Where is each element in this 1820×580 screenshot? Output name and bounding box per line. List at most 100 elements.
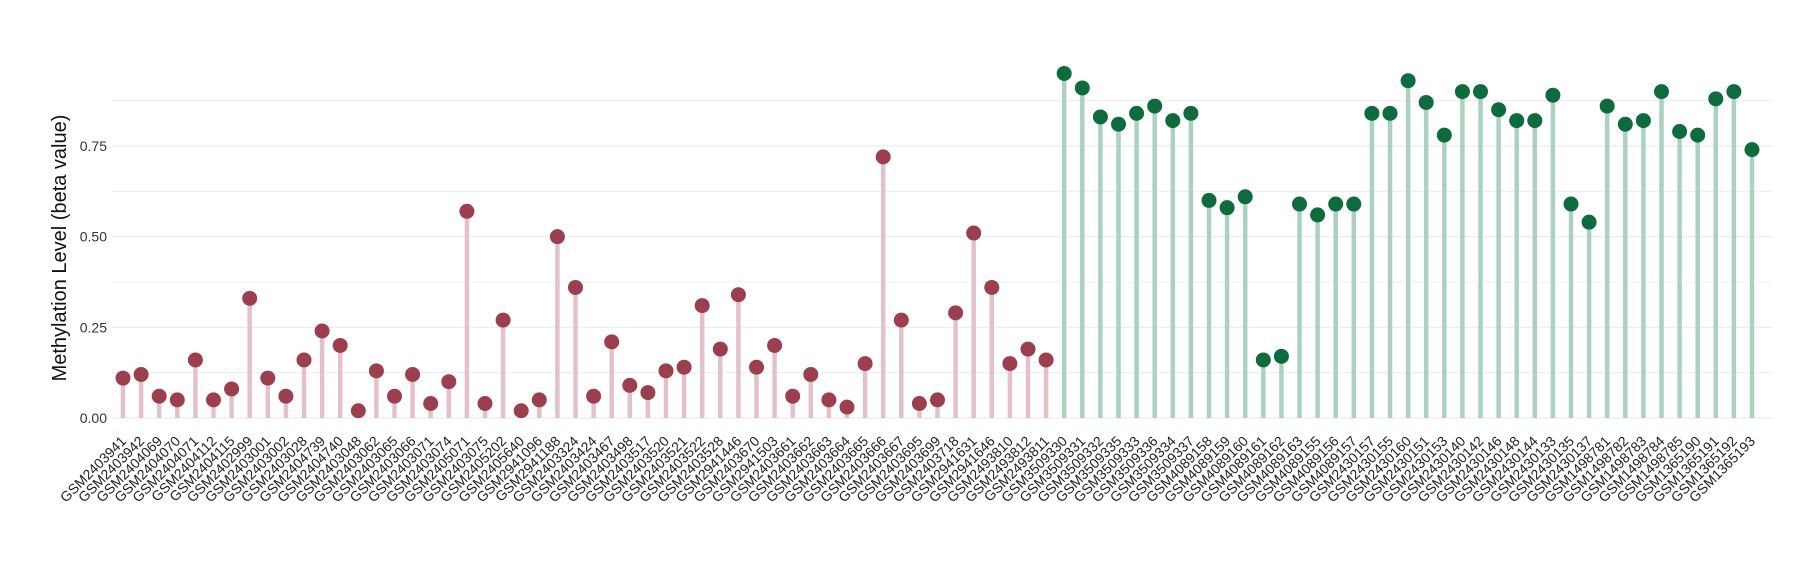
point-GSM2403424 (586, 388, 602, 404)
point-GSM2430148 (1509, 113, 1525, 129)
point-GSM2403028 (296, 352, 312, 368)
point-GSM2430151 (1418, 94, 1434, 110)
point-GSM2403521 (676, 359, 692, 375)
point-GSM2403517 (640, 385, 656, 401)
point-GSM1498785 (1672, 123, 1688, 139)
point-GSM1498781 (1599, 98, 1615, 114)
point-GSM3509335 (1111, 116, 1126, 132)
y-axis-title: Methylation Level (beta value) (49, 115, 71, 382)
chart-stems (120, 73, 1755, 418)
point-GSM2430142 (1473, 84, 1488, 100)
point-GSM2403075 (477, 395, 493, 411)
chart-points (115, 65, 1760, 419)
point-GSM2493810 (1002, 356, 1018, 372)
point-GSM2403467 (604, 334, 620, 350)
point-GSM2405071 (459, 203, 475, 219)
point-GSM2403667 (893, 312, 909, 328)
point-GSM2403522 (694, 298, 710, 314)
point-GSM2403666 (875, 149, 891, 165)
y-tick-label: 0.50 (80, 229, 107, 245)
point-GSM2430135 (1563, 196, 1579, 212)
point-GSM3509334 (1165, 113, 1181, 129)
point-GSM2405202 (495, 312, 511, 328)
point-GSM2404112 (206, 392, 221, 408)
point-GSM1365192 (1726, 84, 1742, 100)
point-GSM4089161 (1255, 352, 1271, 368)
point-GSM2403663 (821, 392, 837, 408)
y-tick-label: 0.75 (80, 138, 107, 154)
point-GSM2430133 (1545, 87, 1561, 103)
point-GSM2403048 (350, 403, 366, 419)
point-GSM4089163 (1292, 196, 1307, 212)
x-axis-labels: GSM2403941GSM2403942GSM2404069GSM2404070… (57, 433, 1759, 506)
point-GSM3509333 (1129, 105, 1145, 121)
point-GSM4089162 (1273, 348, 1289, 364)
point-GSM1498782 (1617, 116, 1633, 132)
point-GSM2403520 (658, 363, 674, 379)
point-GSM2430160 (1400, 73, 1416, 89)
point-GSM2405640 (513, 403, 529, 419)
point-GSM3509332 (1092, 109, 1108, 125)
point-GSM2403699 (930, 392, 945, 408)
point-GSM1365190 (1690, 127, 1706, 143)
y-tick-label: 0.25 (80, 319, 107, 335)
point-GSM3509331 (1074, 80, 1090, 96)
point-GSM2403062 (368, 363, 384, 379)
point-GSM2404115 (224, 381, 240, 397)
point-GSM2493812 (1020, 341, 1036, 357)
point-GSM2493811 (1038, 352, 1054, 368)
point-GSM2403066 (405, 366, 421, 382)
point-GSM2402999 (242, 290, 258, 306)
point-GSM3509337 (1183, 105, 1199, 121)
point-GSM2403498 (622, 377, 638, 393)
point-GSM4089158 (1201, 192, 1217, 208)
grid-lines (112, 100, 1772, 419)
point-GSM1365193 (1744, 142, 1760, 158)
point-GSM2403665 (857, 356, 873, 372)
point-GSM2404070 (169, 392, 185, 408)
point-GSM2430153 (1436, 127, 1452, 143)
point-GSM2403002 (278, 388, 294, 404)
point-GSM1498783 (1635, 113, 1651, 129)
point-GSM2403001 (260, 370, 276, 386)
point-GSM4089156 (1328, 196, 1344, 212)
point-GSM2430137 (1581, 214, 1597, 230)
point-GSM2403324 (568, 279, 583, 295)
point-GSM2404740 (332, 337, 348, 353)
point-GSM4089157 (1346, 196, 1362, 212)
point-GSM2403071 (423, 395, 439, 411)
point-GSM2430144 (1527, 113, 1543, 129)
point-GSM2430146 (1491, 102, 1507, 118)
point-GSM4089159 (1219, 200, 1235, 216)
y-axis: 0.00 0.25 0.50 0.75 (80, 138, 107, 426)
point-GSM2430157 (1364, 105, 1380, 121)
point-GSM3509336 (1147, 98, 1163, 114)
point-GSM4089160 (1237, 189, 1253, 205)
point-GSM2941646 (984, 279, 1000, 295)
point-GSM2403941 (115, 370, 131, 386)
point-GSM3509330 (1056, 65, 1072, 81)
y-tick-label: 0.00 (80, 410, 107, 426)
point-GSM1498784 (1654, 84, 1669, 100)
point-GSM2403695 (911, 395, 927, 411)
point-GSM2430155 (1382, 105, 1398, 121)
point-GSM2404069 (151, 388, 167, 404)
point-GSM2403942 (133, 366, 149, 382)
point-GSM2403074 (441, 374, 457, 390)
point-GSM2941503 (767, 337, 783, 353)
point-GSM2941188 (549, 229, 565, 245)
point-GSM2404071 (187, 352, 203, 368)
point-GSM1365191 (1708, 91, 1724, 107)
point-GSM2404739 (314, 323, 330, 339)
point-GSM2941446 (730, 287, 746, 303)
point-GSM2941096 (531, 392, 547, 408)
point-GSM2403664 (839, 399, 855, 415)
point-GSM2941631 (966, 225, 982, 241)
point-GSM2403718 (948, 305, 964, 321)
point-GSM2403528 (712, 341, 728, 357)
point-GSM2403670 (749, 359, 764, 375)
point-GSM2403662 (803, 366, 819, 382)
point-GSM2403661 (785, 388, 801, 404)
